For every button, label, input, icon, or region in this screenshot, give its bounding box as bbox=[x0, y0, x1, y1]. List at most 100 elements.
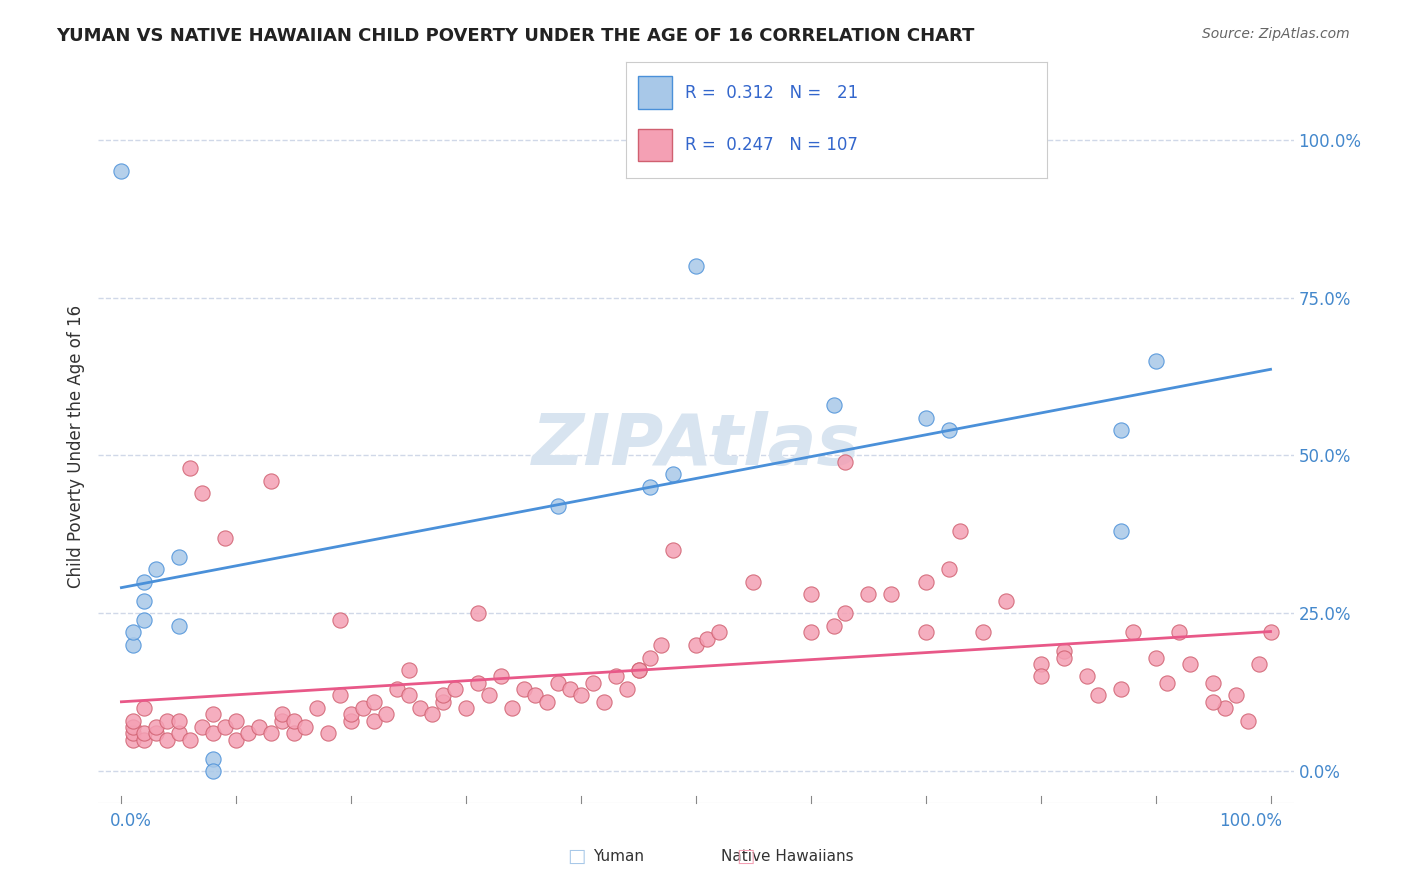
Point bbox=[627, 663, 650, 677]
FancyBboxPatch shape bbox=[638, 77, 672, 109]
Point bbox=[134, 574, 156, 589]
Point bbox=[134, 701, 156, 715]
Point bbox=[340, 714, 363, 728]
Point bbox=[938, 562, 960, 576]
Point bbox=[742, 574, 765, 589]
Point bbox=[627, 663, 650, 677]
Point bbox=[1109, 682, 1132, 697]
Point bbox=[294, 720, 316, 734]
Point bbox=[1156, 675, 1178, 690]
Text: 100.0%: 100.0% bbox=[1219, 813, 1282, 830]
Point bbox=[1087, 689, 1109, 703]
Point bbox=[283, 726, 305, 740]
Text: R =  0.247   N = 107: R = 0.247 N = 107 bbox=[685, 136, 858, 153]
Point bbox=[156, 732, 179, 747]
Point bbox=[685, 259, 707, 273]
Point bbox=[1202, 695, 1225, 709]
FancyBboxPatch shape bbox=[638, 128, 672, 161]
Point bbox=[1109, 423, 1132, 437]
Point bbox=[800, 587, 823, 601]
Point bbox=[214, 531, 236, 545]
Point bbox=[247, 720, 270, 734]
Point bbox=[122, 732, 145, 747]
Point bbox=[145, 726, 167, 740]
Point bbox=[558, 682, 581, 697]
Point bbox=[283, 714, 305, 728]
Point bbox=[662, 467, 685, 482]
Text: R =  0.312   N =   21: R = 0.312 N = 21 bbox=[685, 84, 858, 102]
Point bbox=[271, 707, 294, 722]
Point bbox=[616, 682, 638, 697]
Point bbox=[914, 574, 936, 589]
Point bbox=[1213, 701, 1236, 715]
Point bbox=[191, 720, 214, 734]
Point bbox=[305, 701, 328, 715]
Point bbox=[1053, 650, 1076, 665]
Text: ZIPAtlas: ZIPAtlas bbox=[531, 411, 860, 481]
Point bbox=[1076, 669, 1098, 683]
Point bbox=[581, 675, 603, 690]
Point bbox=[858, 587, 880, 601]
Point bbox=[696, 632, 718, 646]
Point bbox=[134, 732, 156, 747]
Point bbox=[122, 714, 145, 728]
Point bbox=[385, 682, 409, 697]
Y-axis label: Child Poverty Under the Age of 16: Child Poverty Under the Age of 16 bbox=[66, 304, 84, 588]
Point bbox=[823, 398, 845, 412]
Point bbox=[420, 707, 443, 722]
Text: YUMAN VS NATIVE HAWAIIAN CHILD POVERTY UNDER THE AGE OF 16 CORRELATION CHART: YUMAN VS NATIVE HAWAIIAN CHILD POVERTY U… bbox=[56, 27, 974, 45]
Point bbox=[260, 726, 283, 740]
Point bbox=[167, 549, 190, 564]
Point bbox=[398, 689, 420, 703]
Point bbox=[501, 701, 523, 715]
Point bbox=[800, 625, 823, 640]
Point bbox=[156, 714, 179, 728]
Point bbox=[179, 461, 201, 475]
Point bbox=[638, 480, 661, 494]
Point bbox=[467, 675, 489, 690]
Point bbox=[1144, 353, 1167, 368]
Point bbox=[225, 714, 247, 728]
Point bbox=[605, 669, 627, 683]
Point bbox=[685, 638, 707, 652]
Point bbox=[145, 562, 167, 576]
Point bbox=[938, 423, 960, 437]
Point bbox=[191, 486, 214, 500]
Point bbox=[214, 720, 236, 734]
Point bbox=[225, 732, 247, 747]
Point bbox=[179, 732, 201, 747]
Point bbox=[202, 751, 225, 765]
Point bbox=[569, 689, 592, 703]
Point bbox=[329, 689, 352, 703]
Point bbox=[478, 689, 501, 703]
Point bbox=[122, 625, 145, 640]
Point bbox=[1260, 625, 1282, 640]
Point bbox=[363, 695, 385, 709]
Point bbox=[167, 714, 190, 728]
Point bbox=[593, 695, 616, 709]
Point bbox=[202, 764, 225, 779]
Point bbox=[456, 701, 478, 715]
Point bbox=[512, 682, 534, 697]
Text: Native Hawaiians: Native Hawaiians bbox=[721, 849, 853, 863]
Point bbox=[547, 675, 569, 690]
Point bbox=[1236, 714, 1258, 728]
Point bbox=[914, 625, 936, 640]
Point bbox=[1109, 524, 1132, 539]
Point bbox=[1144, 650, 1167, 665]
Text: Source: ZipAtlas.com: Source: ZipAtlas.com bbox=[1202, 27, 1350, 41]
Text: □: □ bbox=[567, 847, 586, 866]
Point bbox=[122, 726, 145, 740]
Point bbox=[409, 701, 432, 715]
Point bbox=[236, 726, 259, 740]
Point bbox=[329, 613, 352, 627]
Point bbox=[834, 607, 856, 621]
Point bbox=[650, 638, 672, 652]
Point bbox=[707, 625, 730, 640]
Point bbox=[271, 714, 294, 728]
Point bbox=[972, 625, 994, 640]
Point bbox=[489, 669, 512, 683]
Point bbox=[432, 689, 454, 703]
Point bbox=[467, 607, 489, 621]
Point bbox=[122, 720, 145, 734]
